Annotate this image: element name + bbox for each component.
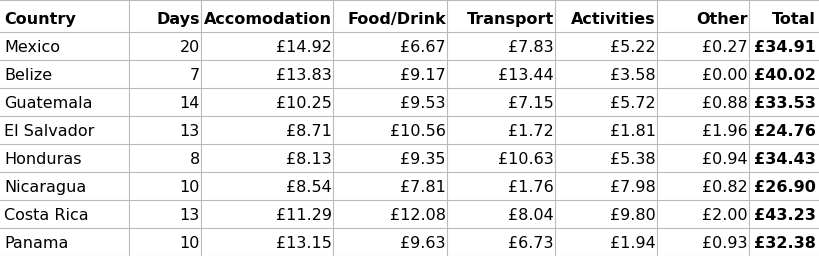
Text: £7.15: £7.15 <box>508 96 554 111</box>
Text: £12.08: £12.08 <box>390 208 446 223</box>
Text: £9.17: £9.17 <box>400 68 446 83</box>
Text: £9.53: £9.53 <box>400 96 446 111</box>
Text: Guatemala: Guatemala <box>4 96 93 111</box>
Text: £1.94: £1.94 <box>609 236 655 251</box>
Text: £7.81: £7.81 <box>400 180 446 195</box>
Text: £34.91: £34.91 <box>753 40 815 55</box>
Text: £1.76: £1.76 <box>508 180 554 195</box>
Text: £6.67: £6.67 <box>400 40 446 55</box>
Text: £33.53: £33.53 <box>753 96 815 111</box>
Text: £40.02: £40.02 <box>753 68 815 83</box>
Text: £11.29: £11.29 <box>276 208 332 223</box>
Text: El Salvador: El Salvador <box>4 124 94 139</box>
Text: 7: 7 <box>190 68 200 83</box>
Text: £8.04: £8.04 <box>508 208 554 223</box>
Text: £6.73: £6.73 <box>508 236 554 251</box>
Text: Belize: Belize <box>4 68 52 83</box>
Text: £1.96: £1.96 <box>701 124 747 139</box>
Text: £34.43: £34.43 <box>753 152 815 167</box>
Text: Honduras: Honduras <box>4 152 81 167</box>
Text: Accomodation: Accomodation <box>204 12 332 27</box>
Text: Other: Other <box>695 12 747 27</box>
Text: £1.72: £1.72 <box>508 124 554 139</box>
Text: £10.63: £10.63 <box>498 152 554 167</box>
Text: £0.00: £0.00 <box>702 68 747 83</box>
Text: £0.94: £0.94 <box>702 152 747 167</box>
Text: £32.38: £32.38 <box>753 236 815 251</box>
Text: £0.93: £0.93 <box>702 236 747 251</box>
Text: £8.54: £8.54 <box>286 180 332 195</box>
Text: 14: 14 <box>179 96 200 111</box>
Text: £9.35: £9.35 <box>400 152 446 167</box>
Text: £5.72: £5.72 <box>609 96 655 111</box>
Text: 10: 10 <box>179 236 200 251</box>
Text: Country: Country <box>4 12 75 27</box>
Text: £2.00: £2.00 <box>702 208 747 223</box>
Text: £26.90: £26.90 <box>753 180 815 195</box>
Text: £1.81: £1.81 <box>609 124 655 139</box>
Text: 20: 20 <box>179 40 200 55</box>
Text: £13.83: £13.83 <box>276 68 332 83</box>
Text: £8.13: £8.13 <box>286 152 332 167</box>
Text: £13.44: £13.44 <box>498 68 554 83</box>
Text: £9.80: £9.80 <box>609 208 655 223</box>
Text: £9.63: £9.63 <box>400 236 446 251</box>
Text: £0.27: £0.27 <box>702 40 747 55</box>
Text: £10.56: £10.56 <box>390 124 446 139</box>
Text: £7.83: £7.83 <box>508 40 554 55</box>
Text: Total: Total <box>771 12 815 27</box>
Text: Mexico: Mexico <box>4 40 60 55</box>
Text: £10.25: £10.25 <box>276 96 332 111</box>
Text: Costa Rica: Costa Rica <box>4 208 88 223</box>
Text: £7.98: £7.98 <box>609 180 655 195</box>
Text: 10: 10 <box>179 180 200 195</box>
Text: Food/Drink: Food/Drink <box>346 12 446 27</box>
Text: Transport: Transport <box>466 12 554 27</box>
Text: 13: 13 <box>179 208 200 223</box>
Text: Activities: Activities <box>571 12 655 27</box>
Text: £0.88: £0.88 <box>701 96 747 111</box>
Text: £5.38: £5.38 <box>609 152 655 167</box>
Text: 8: 8 <box>189 152 200 167</box>
Text: £13.15: £13.15 <box>276 236 332 251</box>
Text: 13: 13 <box>179 124 200 139</box>
Text: £14.92: £14.92 <box>276 40 332 55</box>
Text: £5.22: £5.22 <box>609 40 655 55</box>
Text: Days: Days <box>156 12 200 27</box>
Text: £0.82: £0.82 <box>701 180 747 195</box>
Text: £3.58: £3.58 <box>609 68 655 83</box>
Text: Panama: Panama <box>4 236 68 251</box>
Text: £43.23: £43.23 <box>753 208 815 223</box>
Text: £24.76: £24.76 <box>753 124 815 139</box>
Text: £8.71: £8.71 <box>286 124 332 139</box>
Text: Nicaragua: Nicaragua <box>4 180 86 195</box>
